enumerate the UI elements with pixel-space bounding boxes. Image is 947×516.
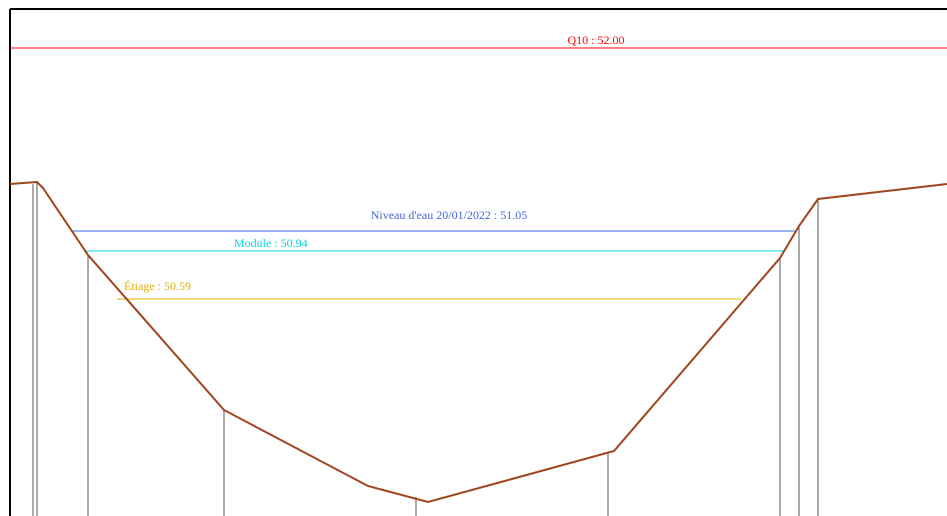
- terrain-profile-line: [9, 180, 947, 504]
- station-lines: [32, 182, 819, 516]
- module-label: Module : 50.94: [234, 236, 308, 250]
- etiage-label: Étiage : 50.59: [124, 279, 191, 293]
- niveau-label: Niveau d'eau 20/01/2022 : 51.05: [371, 208, 527, 222]
- q10-label: Q10 : 52.00: [568, 33, 625, 47]
